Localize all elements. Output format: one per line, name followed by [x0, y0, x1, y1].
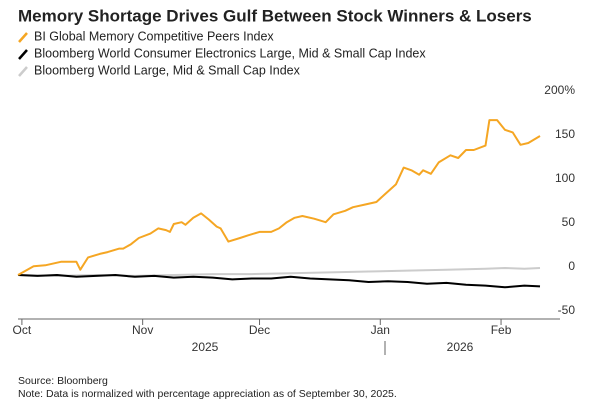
note: Note: Data is normalized with percentage… — [18, 388, 397, 400]
source: Source: Bloomberg — [18, 375, 108, 387]
legend-swatch — [18, 66, 28, 77]
legend-label: Bloomberg World Consumer Electronics Lar… — [34, 46, 426, 60]
legend-label: Bloomberg World Large, Mid & Small Cap I… — [34, 63, 301, 77]
y-tick-label: 100 — [555, 171, 575, 185]
year-label: 2025 — [192, 340, 219, 354]
x-tick-label: Dec — [249, 323, 270, 337]
x-tick-label: Oct — [13, 323, 32, 337]
y-tick-label: -50 — [558, 303, 576, 317]
y-tick-label: 0 — [568, 259, 575, 273]
x-tick-label: Feb — [491, 323, 512, 337]
series-line — [17, 274, 541, 289]
legend-swatch — [18, 49, 28, 60]
year-label: 2026 — [447, 340, 474, 354]
x-tick-label: Nov — [132, 323, 153, 337]
series-line — [17, 267, 541, 277]
y-tick-label: 50 — [562, 215, 576, 229]
legend-label: BI Global Memory Competitive Peers Index — [34, 29, 274, 43]
y-tick-label: 150 — [555, 127, 575, 141]
legend-swatch — [18, 32, 28, 43]
y-tick-label: 200% — [544, 83, 575, 97]
series-line — [17, 119, 541, 276]
x-tick-label: Jan — [371, 323, 390, 337]
chart-title: Memory Shortage Drives Gulf Between Stoc… — [18, 6, 532, 25]
